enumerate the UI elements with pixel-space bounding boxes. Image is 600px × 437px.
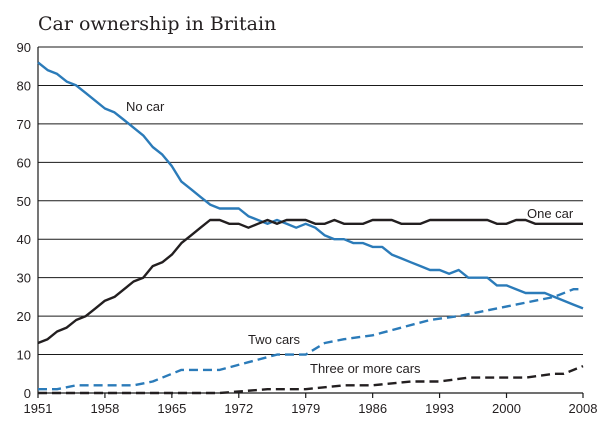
ytick-label-40: 40	[17, 232, 31, 247]
xtick-label-1951: 1951	[24, 401, 53, 416]
y-axis-ticks: 0 10 20 30 40 50 60 70 80 90	[17, 40, 31, 401]
xtick-label-1965: 1965	[157, 401, 186, 416]
ytick-label-90: 90	[17, 40, 31, 55]
x-axis-ticks: 1951 1958 1965 1972 1979 1986 1993 2000 2008	[24, 393, 598, 416]
xtick-label-1958: 1958	[90, 401, 119, 416]
series-line-two-cars	[38, 288, 583, 391]
ytick-label-0: 0	[24, 386, 31, 401]
chart-title: Car ownership in Britain	[38, 13, 276, 35]
series-line-one-car	[37, 218, 583, 345]
ytick-label-70: 70	[17, 117, 31, 132]
label-three-or-more-cars: Three or more cars	[310, 361, 421, 376]
xtick-label-1993: 1993	[425, 401, 454, 416]
xtick-label-2008: 2008	[569, 401, 598, 416]
label-two-cars: Two cars	[248, 332, 301, 347]
xtick-label-2000: 2000	[492, 401, 521, 416]
label-no-car: No car	[126, 99, 165, 114]
ytick-label-30: 30	[17, 271, 31, 286]
gridlines	[37, 46, 583, 394]
xtick-label-1972: 1972	[224, 401, 253, 416]
xtick-label-1986: 1986	[358, 401, 387, 416]
xtick-label-1979: 1979	[291, 401, 320, 416]
ytick-label-20: 20	[17, 309, 31, 324]
label-one-car: One car	[527, 206, 574, 221]
series-line-three-or-more-cars	[38, 364, 584, 395]
ytick-label-50: 50	[17, 194, 31, 209]
series-line-no-car	[37, 61, 584, 310]
ytick-label-10: 10	[17, 348, 31, 363]
ytick-label-60: 60	[17, 155, 31, 170]
ytick-label-80: 80	[17, 78, 31, 93]
series-lines	[37, 61, 584, 395]
